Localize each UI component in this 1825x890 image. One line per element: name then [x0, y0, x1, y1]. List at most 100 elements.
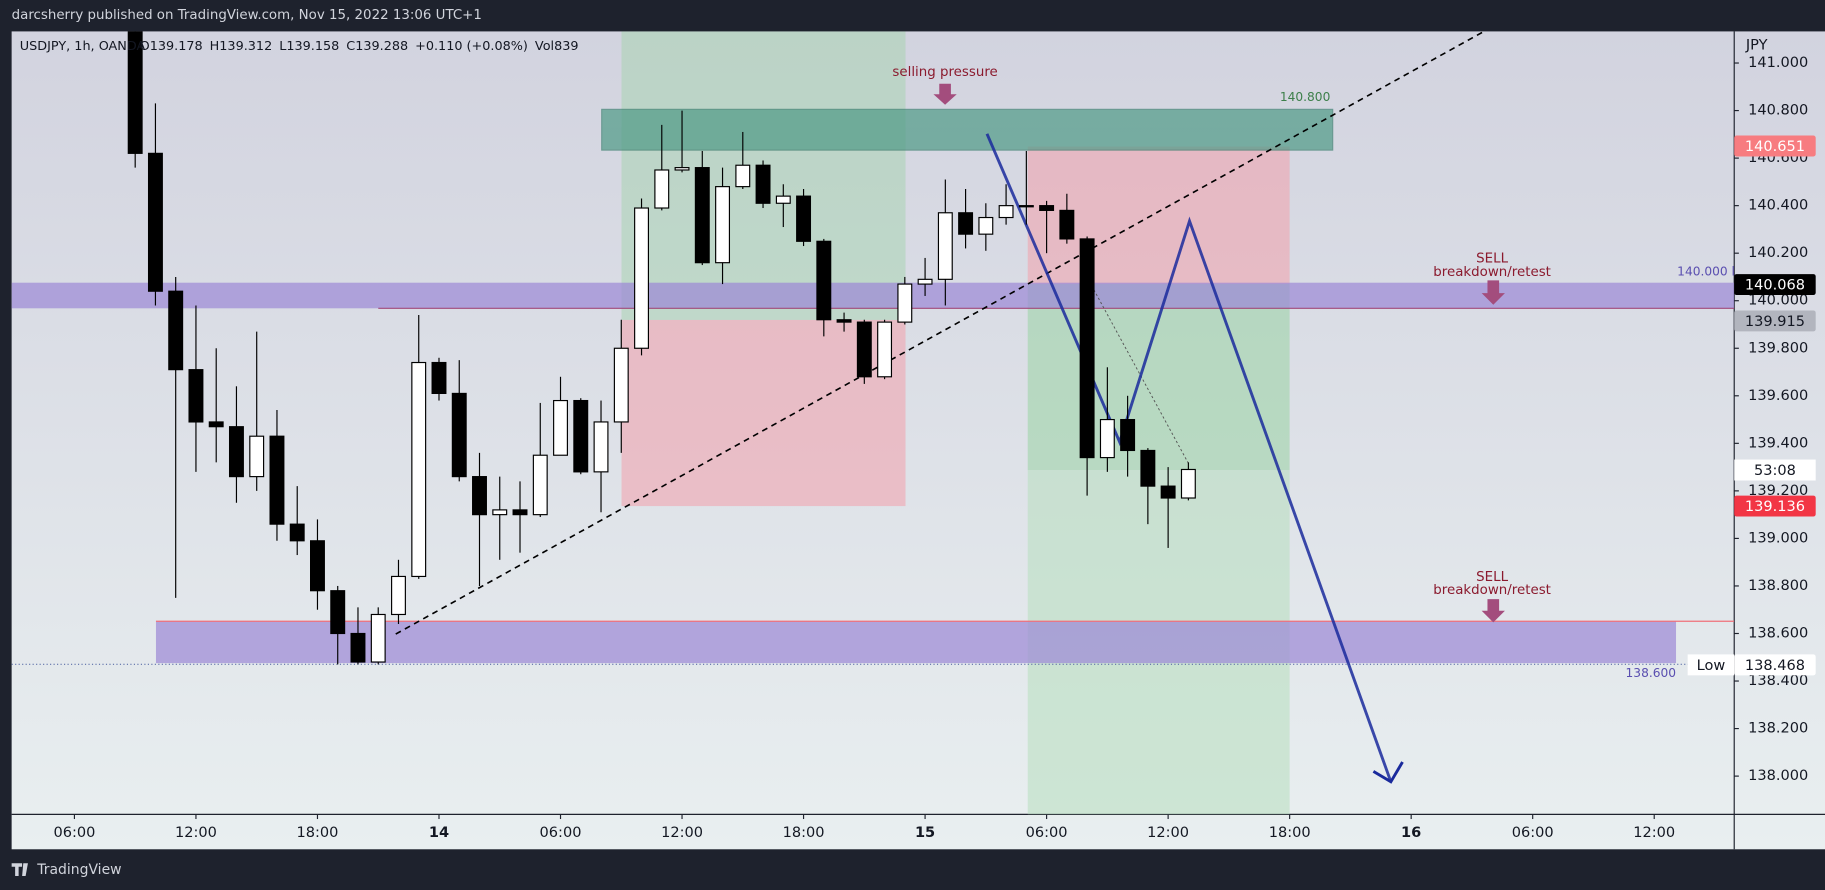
candle-body — [796, 195, 812, 242]
candle-body — [492, 509, 508, 516]
price-badge — [1734, 135, 1816, 157]
candle-body — [431, 361, 447, 395]
x-tick-label: 06:00 — [1512, 825, 1554, 841]
candle-body — [147, 152, 163, 292]
legend-value: H139.312 — [210, 39, 273, 54]
x-tick-label: 14 — [429, 825, 449, 841]
candles — [127, 31, 1196, 665]
candle-body — [391, 575, 406, 616]
y-tick-label: 139.600 — [1748, 388, 1808, 404]
candle-body — [694, 167, 710, 264]
price-badge — [1734, 310, 1816, 332]
chart-background — [11, 31, 1825, 850]
x-tick-label: 12:00 — [175, 825, 217, 841]
price-badge-label: 139.915 — [1745, 314, 1805, 330]
currency: JPY — [1745, 37, 1768, 53]
symbol: USDJPY, 1h, OANDA — [20, 39, 146, 54]
candle-body — [370, 613, 386, 663]
price-badge-label: 140.651 — [1745, 139, 1805, 155]
y-tick-label: 138.800 — [1748, 578, 1808, 594]
ohlc-legend: O139.178 H139.312 L139.158 C139.288 +0.110 (… — [140, 39, 579, 54]
y-tick-label: 139.000 — [1748, 530, 1808, 546]
legend-value: O139.178 — [140, 39, 203, 54]
publish-info: darcsherry published on TradingView.com,… — [12, 8, 482, 23]
candle-body — [613, 347, 629, 423]
candle-body — [998, 205, 1014, 219]
x-tick-label: 12:00 — [661, 825, 703, 841]
candle-body — [735, 164, 751, 188]
legend-value: +0.110 (+0.08%) — [415, 39, 528, 54]
trend-line — [395, 31, 1485, 635]
y-tick-label: 140.200 — [1748, 245, 1808, 261]
candle-body — [1079, 238, 1095, 459]
price-badge-label: 140.068 — [1745, 278, 1805, 294]
candle-body — [1059, 209, 1075, 240]
candle-body — [775, 195, 791, 204]
candle-body — [856, 321, 872, 378]
x-tick-label: 18:00 — [297, 825, 339, 841]
candle-body — [937, 212, 953, 280]
countdown: 53:08 — [1754, 463, 1796, 479]
annotation: selling pressure — [892, 65, 997, 80]
y-tick-label: 138.000 — [1748, 768, 1808, 784]
candle-body — [451, 392, 467, 478]
candle-body — [1180, 468, 1196, 499]
down-arrow — [933, 83, 957, 105]
x-tick-label: 12:00 — [1633, 825, 1675, 841]
candle-body — [208, 421, 224, 428]
candle-body — [228, 426, 244, 478]
candle-body — [472, 476, 487, 516]
candle-body — [269, 435, 285, 525]
candle-body — [350, 632, 366, 663]
x-tick-label: 06:00 — [1026, 825, 1068, 841]
annotation: SELL — [1476, 251, 1508, 266]
support-band — [155, 621, 1677, 664]
level-label: 138.600 — [1626, 666, 1676, 680]
projection-arrow — [985, 133, 1393, 783]
y-tick-label: 140.800 — [1748, 103, 1808, 119]
arrow-head — [1372, 761, 1404, 784]
low-label: Low — [1697, 658, 1726, 674]
candle-body — [917, 278, 933, 285]
level-label: 140.800 — [1280, 90, 1330, 104]
price-badge — [1734, 274, 1816, 296]
price-badge — [1734, 495, 1816, 517]
level-label: 140.000 le — [1677, 265, 1742, 279]
candle-body — [188, 369, 204, 423]
y-tick-label: 140.000 — [1748, 293, 1808, 309]
candle-body — [168, 290, 184, 371]
candle-body — [1018, 205, 1034, 208]
annotation: SELL — [1476, 570, 1508, 585]
candle-body — [127, 31, 143, 154]
candle-body — [593, 421, 609, 473]
price-badge-label: 138.468 — [1745, 658, 1805, 674]
candle-body — [816, 240, 832, 321]
resistance-band — [11, 282, 1735, 309]
guide-line — [1089, 281, 1190, 466]
y-tick-label: 138.600 — [1748, 625, 1808, 641]
candle-body — [1039, 205, 1055, 211]
candle-body — [978, 216, 994, 235]
legend-value: Vol839 — [535, 39, 579, 54]
candle-body — [877, 321, 893, 378]
candle-body — [1160, 485, 1176, 499]
y-tick-label: 139.400 — [1748, 435, 1808, 451]
candle-body — [897, 283, 913, 323]
y-tick-label: 141.000 — [1748, 55, 1808, 71]
candle-body — [674, 167, 690, 171]
legend-value: C139.288 — [346, 39, 408, 54]
target-zone — [1027, 283, 1290, 471]
countdown-badge — [1734, 459, 1816, 481]
candle-body — [411, 361, 427, 578]
x-tick-label: 16 — [1401, 825, 1421, 841]
footer-brand: TradingView — [36, 862, 121, 878]
y-tick-label: 138.200 — [1748, 721, 1808, 737]
candle-body — [512, 509, 528, 516]
candle-body — [654, 169, 670, 209]
candle-body — [1120, 418, 1136, 452]
candle-body — [958, 212, 974, 235]
low-label-bg — [1687, 654, 1735, 676]
annotation: breakdown/retest — [1433, 265, 1551, 280]
